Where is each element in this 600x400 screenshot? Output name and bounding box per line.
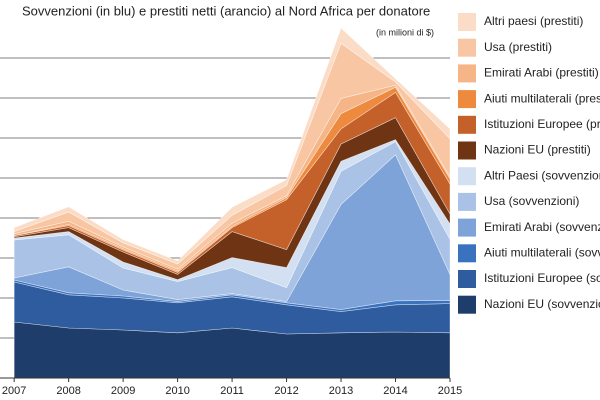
- legend-swatch: [458, 270, 476, 288]
- x-tick-label: 2014: [383, 385, 407, 397]
- plot-area: [0, 27, 451, 379]
- legend-label: Istituzioni Europee (prestiti): [484, 117, 600, 131]
- legend-label: Altri paesi (prestiti): [484, 14, 583, 28]
- legend-background: [452, 4, 600, 326]
- x-tick-label: 2009: [111, 385, 135, 397]
- legend-swatch: [458, 218, 476, 237]
- legend-swatch: [458, 115, 476, 134]
- legend-swatch: [458, 90, 476, 109]
- legend-swatch: [458, 244, 476, 263]
- legend-swatch: [458, 13, 476, 31]
- chart-title: Sovvenzioni (in blu) e prestiti netti (a…: [22, 3, 430, 18]
- area: [13, 27, 451, 265]
- legend-label: Istituzioni Europee (sovvenzioni): [484, 271, 600, 285]
- x-tick-label: 2010: [165, 385, 189, 397]
- legend-label: Nazioni EU (prestiti): [484, 143, 591, 157]
- x-tick-label: 2011: [220, 385, 244, 397]
- legend-swatch: [458, 64, 476, 83]
- legend-swatch: [458, 141, 476, 160]
- legend-swatch: [458, 192, 476, 211]
- legend-label: Usa (prestiti): [484, 40, 552, 54]
- legend-label: Usa (sovvenzioni): [484, 194, 579, 208]
- x-tick-label: 2007: [2, 385, 26, 397]
- legend-swatch: [458, 167, 476, 186]
- x-tick-label: 2013: [329, 385, 353, 397]
- legend-label: Altri Paesi (sovvenzioni): [484, 168, 600, 182]
- x-tick-label: 2012: [274, 385, 298, 397]
- legend-label: Aiuti multilaterali (prestiti): [484, 91, 600, 105]
- legend-label: Aiuti multilaterali (sovvenzioni): [484, 245, 600, 259]
- x-tick-label: 2008: [56, 385, 80, 397]
- chart-subtitle: (in milioni di $): [376, 27, 434, 37]
- legend-swatch: [458, 38, 476, 57]
- legend-swatch: [458, 295, 476, 314]
- legend-label: Emirati Arabi (sovvenzioni): [484, 220, 600, 234]
- x-tick-label: 2015: [438, 385, 462, 397]
- legend-label: Emirati Arabi (prestiti): [484, 66, 599, 80]
- legend-label: Nazioni EU (sovvenzioni): [484, 297, 600, 311]
